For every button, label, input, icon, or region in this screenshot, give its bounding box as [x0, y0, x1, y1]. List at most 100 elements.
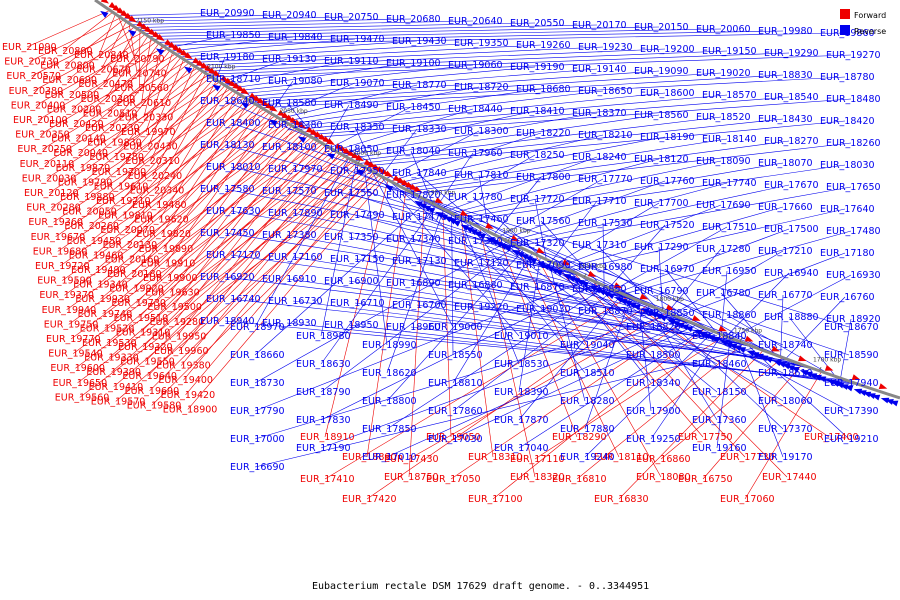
gene-leader-line	[320, 244, 517, 393]
gene-label: EUR_16920	[200, 272, 255, 283]
gene-label: EUR_19020	[696, 68, 751, 79]
gene-label: EUR_18580	[262, 98, 317, 109]
reverse-gene-arrow	[414, 200, 423, 208]
gene-leader-line	[416, 304, 806, 367]
gene-leader-line	[93, 110, 267, 256]
gene-label: EUR_18320	[510, 472, 565, 483]
gene-label: EUR_20160	[105, 254, 160, 265]
gene-label: EUR_19100	[386, 58, 441, 69]
gene-label: EUR_19040	[560, 340, 615, 351]
legend-reverse-swatch	[840, 25, 850, 35]
gene-leader-line	[165, 114, 273, 264]
gene-leader-line	[456, 160, 722, 216]
gene-label: EUR_19240	[560, 452, 615, 463]
gene-label: EUR_18080	[636, 472, 691, 483]
gene-label: EUR_17880	[560, 424, 615, 435]
gene-leader-line	[512, 184, 790, 245]
reverse-gene-arrow	[355, 169, 365, 176]
gene-leader-line	[499, 237, 850, 356]
gene-leader-line	[193, 46, 604, 66]
gene-leader-line	[62, 11, 113, 52]
gene-label: EUR_18410	[510, 106, 565, 117]
forward-gene-arrow	[771, 345, 780, 352]
reverse-gene-arrow	[384, 185, 394, 192]
gene-label: EUR_20560	[114, 83, 169, 94]
gene-label: EUR_17900	[626, 406, 681, 417]
reverse-gene-arrow	[452, 220, 461, 227]
kbp-tick-mark	[583, 273, 587, 278]
gene-label: EUR_20250	[17, 144, 72, 155]
forward-gene-arrow	[355, 154, 364, 162]
gene-leader-line	[98, 13, 116, 56]
gene-leader-line	[353, 116, 722, 162]
reverse-gene-arrow	[799, 370, 809, 376]
gene-label: EUR_17790	[230, 406, 285, 417]
gene-leader-line	[363, 167, 388, 346]
gene-label: EUR_19480	[132, 200, 187, 211]
gene-leader-line	[702, 364, 803, 480]
gene-label: EUR_19500	[147, 302, 202, 313]
gene-leader-line	[357, 118, 784, 164]
gene-leader-line	[141, 37, 152, 103]
gene-label: EUR_18550	[428, 350, 483, 361]
gene-leader-line	[131, 119, 281, 275]
reverse-gene-arrow	[737, 347, 747, 353]
gene-label: EUR_17710	[572, 196, 627, 207]
gene-leader-line	[550, 200, 598, 262]
gene-label: EUR_18860	[702, 310, 757, 321]
gene-label: EUR_16790	[634, 286, 689, 297]
gene-label: EUR_19230	[578, 42, 633, 53]
gene-label: EUR_19310	[116, 327, 171, 338]
gene-label: EUR_19560	[55, 392, 110, 403]
gene-label: EUR_17460	[454, 214, 509, 225]
gene-label: EUR_17820	[386, 190, 441, 201]
gene-label: EUR_19360	[28, 217, 83, 228]
gene-label: EUR_17860	[428, 406, 483, 417]
gene-label: EUR_18330	[392, 124, 447, 135]
reverse-gene-arrow	[537, 261, 546, 269]
gene-leader-line	[224, 232, 629, 297]
gene-leader-line	[503, 180, 666, 240]
gene-leader-line	[153, 28, 722, 40]
gene-leader-line	[780, 294, 784, 357]
reverse-gene-arrow	[614, 296, 624, 303]
gene-label: EUR_18570	[702, 90, 757, 101]
label-leader-lines	[26, 10, 861, 500]
gene-label: EUR_17530	[578, 218, 633, 229]
reverse-gene-arrow	[503, 245, 512, 252]
gene-label: EUR_19920	[109, 284, 164, 295]
gene-label: EUR_18420	[820, 116, 875, 127]
gene-leader-line	[154, 80, 217, 191]
gene-leader-line	[104, 143, 323, 329]
gene-label: EUR_20030	[22, 173, 77, 184]
gene-leader-line	[286, 146, 424, 199]
gene-label: EUR_20510	[83, 108, 138, 119]
reverse-gene-arrow	[750, 352, 760, 358]
gene-label: EUR_18210	[578, 130, 633, 141]
gene-label: EUR_18770	[392, 80, 447, 91]
gene-leader-line	[446, 156, 598, 212]
forward-gene-arrow	[100, 0, 110, 4]
gene-leader-line	[584, 297, 631, 430]
gene-leader-line	[149, 170, 372, 392]
reverse-gene-arrow	[418, 202, 427, 210]
gene-label: EUR_19380	[156, 361, 211, 372]
gene-label: EUR_16830	[594, 494, 649, 505]
reverse-gene-arrow	[460, 224, 470, 231]
reverse-gene-arrow	[511, 249, 521, 256]
gene-label: EUR_19930	[75, 294, 130, 305]
gene-leader-line	[409, 140, 790, 192]
gene-leader-line	[618, 228, 790, 293]
gene-label: EUR_19520	[80, 323, 135, 334]
gene-leader-line	[274, 82, 356, 117]
gene-label: EUR_17010	[362, 452, 417, 463]
gene-label: EUR_20310	[125, 156, 180, 167]
gene-label: EUR_17690	[696, 200, 751, 211]
gene-label: EUR_18640	[200, 96, 255, 107]
gene-leader-line	[254, 347, 756, 468]
gene-leader-line	[450, 320, 687, 480]
gene-leader-line	[109, 156, 346, 358]
gene-label: EUR_19870	[56, 163, 111, 174]
reverse-gene-arrow	[524, 255, 533, 262]
gene-leader-line	[67, 26, 135, 81]
